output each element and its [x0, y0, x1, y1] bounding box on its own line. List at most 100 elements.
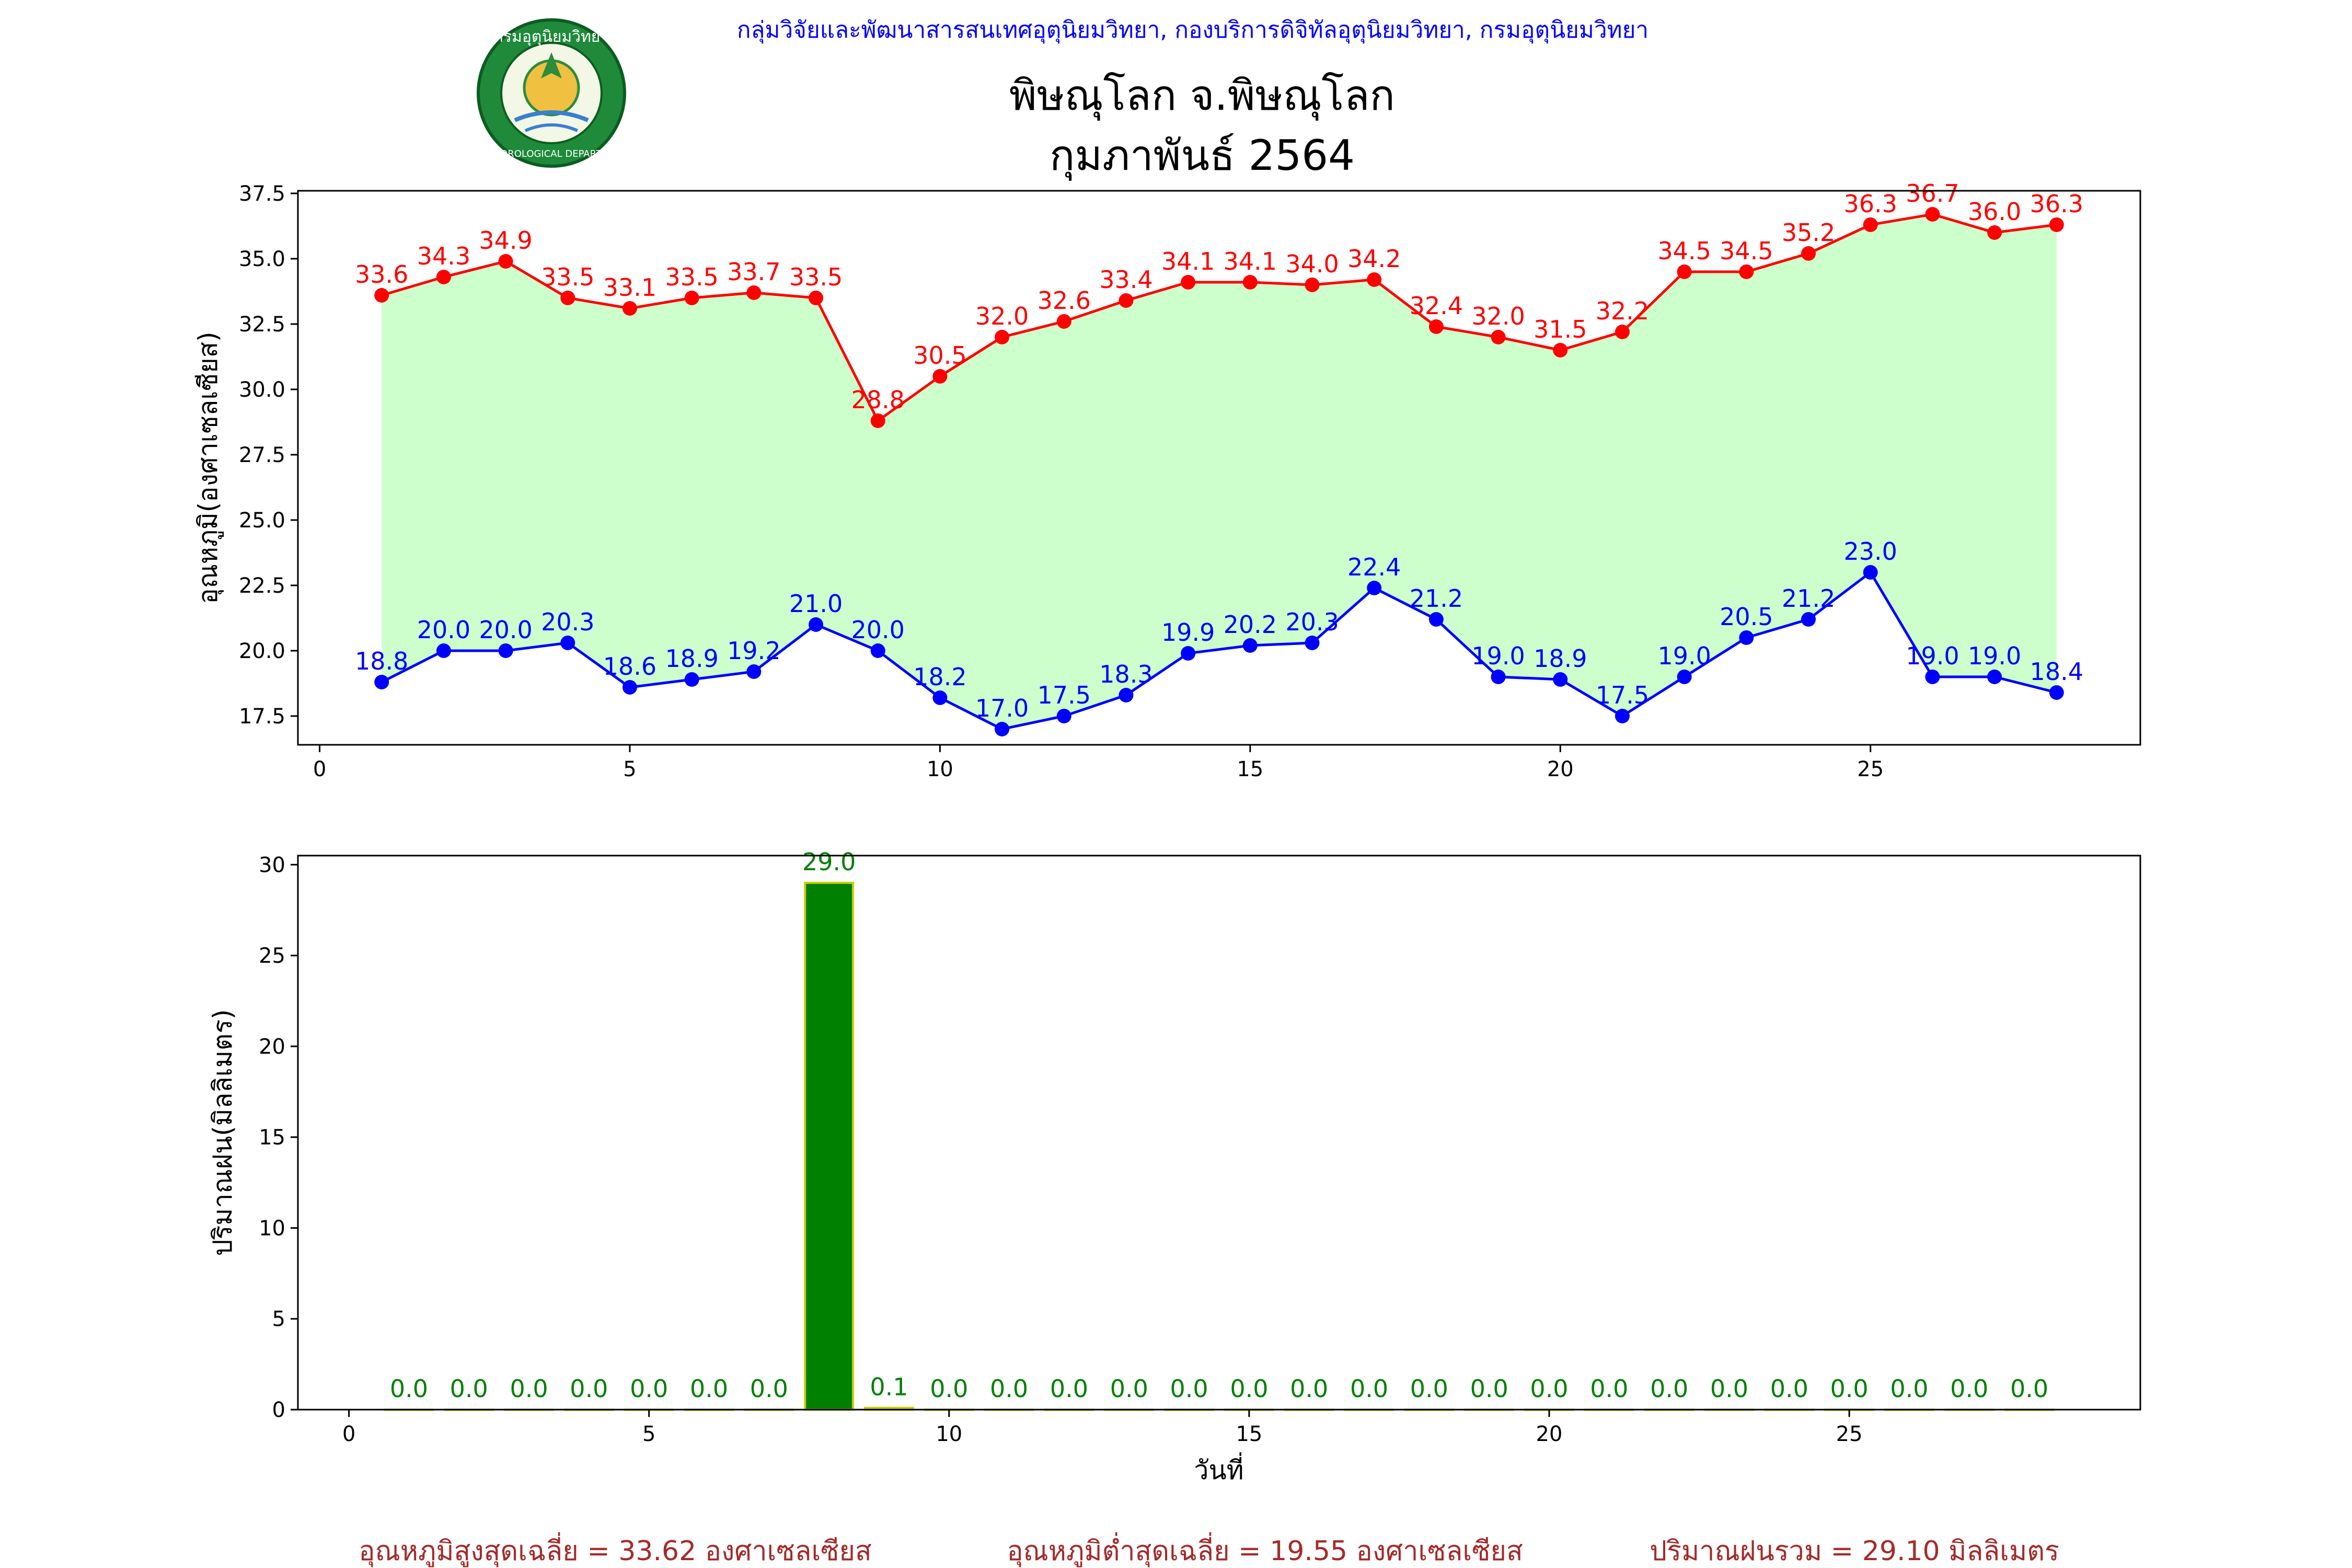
- max-temperature-value-label: 33.7: [727, 258, 780, 286]
- rainfall-y-axis-label: ปริมาณฝน(มิลลิเมตร): [207, 1009, 238, 1256]
- x-tick-label: 20: [1536, 1422, 1563, 1446]
- max-temperature-point: [1553, 343, 1568, 358]
- org-header: กลุ่มวิจัยและพัฒนาสารสนเทศอุตุนิยมวิทยา,…: [737, 17, 1648, 44]
- min-temperature-point: [1181, 646, 1196, 661]
- max-temperature-point: [746, 285, 762, 300]
- max-temperature-point: [1428, 319, 1444, 334]
- rainfall-value-label: 0.0: [1890, 1375, 1928, 1403]
- temperature-range-fill: [382, 214, 2057, 729]
- min-temperature-value-label: 19.0: [1471, 642, 1525, 670]
- x-tick-label: 25: [1857, 757, 1884, 781]
- max-temperature-point: [1863, 217, 1878, 232]
- max-temperature-value-label: 36.0: [1968, 198, 2021, 226]
- meteorological-department-logo: กรมอุตุนิยมวิทยา METEOROLOGICAL DEPARTME…: [475, 18, 629, 168]
- rainfall-x-axis-label: วันที่: [1194, 1452, 1243, 1485]
- y-tick-label: 37.5: [239, 182, 285, 206]
- min-temperature-value-label: 18.6: [603, 652, 656, 681]
- max-temperature-value-label: 34.5: [1720, 237, 1773, 265]
- max-temperature-value-label: 31.5: [1534, 315, 1587, 343]
- x-tick-label: 15: [1237, 757, 1263, 781]
- rainfall-value-label: 0.0: [1290, 1375, 1328, 1403]
- min-temperature-value-label: 17.5: [1596, 681, 1649, 709]
- rainfall-value-label: 0.0: [1050, 1375, 1088, 1403]
- max-temperature-point: [932, 369, 948, 384]
- max-temperature-point: [1367, 272, 1382, 287]
- rainfall-value-label: 0.0: [1350, 1375, 1388, 1403]
- rainfall-value-label: 0.0: [1410, 1375, 1448, 1403]
- max-temperature-point: [1119, 293, 1134, 308]
- y-tick-label: 30: [259, 853, 285, 877]
- min-temperature-point: [436, 643, 451, 658]
- max-temperature-point: [622, 301, 637, 316]
- max-temperature-point: [809, 291, 824, 305]
- x-tick-label: 20: [1547, 757, 1574, 781]
- rainfall-value-label: 0.0: [1530, 1375, 1568, 1403]
- max-temperature-value-label: 32.0: [975, 302, 1029, 330]
- max-temperature-value-label: 32.2: [1596, 297, 1649, 325]
- min-temperature-point: [1119, 688, 1134, 702]
- max-temperature-value-label: 34.9: [479, 226, 532, 255]
- logo-text-top: กรมอุตุนิยมวิทยา: [494, 28, 609, 47]
- min-temperature-point: [1925, 670, 1940, 684]
- rainfall-value-label: 0.0: [750, 1375, 788, 1403]
- min-temperature-point: [1242, 638, 1258, 653]
- max-temperature-point: [1987, 225, 2002, 240]
- min-temperature-point: [684, 672, 699, 687]
- max-temperature-point: [560, 291, 575, 305]
- min-temperature-point: [1801, 612, 1816, 627]
- min-temperature-value-label: 19.2: [727, 637, 780, 665]
- max-temperature-value-label: 33.6: [355, 260, 408, 289]
- min-temperature-point: [1863, 565, 1878, 580]
- min-temperature-point: [1987, 670, 2002, 684]
- max-temperature-point: [1491, 330, 1506, 344]
- y-tick-label: 22.5: [239, 574, 285, 598]
- min-temperature-point: [1739, 630, 1754, 645]
- rainfall-value-label: 0.0: [630, 1375, 668, 1403]
- y-tick-label: 17.5: [239, 705, 285, 729]
- min-temperature-value-label: 22.4: [1347, 553, 1401, 581]
- max-temperature-value-label: 32.0: [1471, 302, 1525, 330]
- min-temperature-point: [746, 664, 762, 679]
- max-temperature-value-label: 36.7: [1906, 179, 1959, 207]
- max-temperature-point: [1615, 325, 1630, 339]
- min-temperature-value-label: 18.9: [1534, 644, 1587, 673]
- rainfall-value-label: 0.0: [1710, 1375, 1748, 1403]
- max-temperature-value-label: 36.3: [2030, 190, 2083, 218]
- y-tick-label: 35.0: [239, 247, 285, 271]
- max-temperature-value-label: 33.5: [665, 263, 718, 291]
- x-tick-label: 0: [342, 1422, 355, 1446]
- min-temperature-value-label: 19.0: [1906, 642, 1959, 670]
- min-temperature-value-label: 20.0: [479, 616, 532, 644]
- min-temperature-point: [1677, 670, 1692, 684]
- rainfall-value-label: 0.0: [510, 1375, 548, 1403]
- max-temperature-point: [1181, 275, 1196, 290]
- min-temperature-value-label: 19.0: [1968, 642, 2021, 670]
- x-tick-label: 10: [927, 757, 953, 781]
- x-tick-label: 0: [313, 757, 326, 781]
- rainfall-value-label: 0.0: [1830, 1375, 1869, 1403]
- y-tick-label: 0: [272, 1398, 285, 1422]
- min-temperature-value-label: 20.3: [541, 608, 594, 636]
- rainfall-chart: 0 5 10 15 20 25 30 0 5 10 15 20 25 0.0 0.0 0.0 0.0 0.0 0.…: [207, 848, 2141, 1485]
- min-temperature-value-label: 18.4: [2030, 658, 2083, 686]
- rainfall-value-label: 29.0: [802, 848, 856, 876]
- min-temperature-point: [870, 643, 885, 658]
- max-temperature-point: [1305, 278, 1320, 292]
- min-temperature-point: [1367, 581, 1382, 595]
- min-temperature-point: [1615, 709, 1630, 723]
- min-temperature-value-label: 18.8: [355, 647, 408, 675]
- min-temperature-line: [381, 570, 2057, 731]
- min-temperature-point: [1491, 670, 1506, 684]
- min-temperature-value-label: 19.9: [1161, 618, 1215, 647]
- summary-avg-max: อุณหภูมิสูงสุดเฉลี่ย = 33.62 องศาเซลเซีย…: [359, 1532, 872, 1567]
- rainfall-value-label: 0.0: [1230, 1375, 1268, 1403]
- max-temperature-point: [498, 254, 513, 269]
- station-title: พิษณุโลก จ.พิษณุโลก: [1009, 71, 1395, 121]
- rainfall-value-label: 0.0: [1650, 1375, 1688, 1403]
- rainfall-value-label: 0.1: [870, 1373, 908, 1401]
- max-temperature-point: [2049, 217, 2064, 232]
- max-temperature-point: [1056, 314, 1071, 329]
- max-temperature-value-label: 34.0: [1285, 250, 1339, 278]
- rainfall-value-label: 0.0: [930, 1375, 968, 1403]
